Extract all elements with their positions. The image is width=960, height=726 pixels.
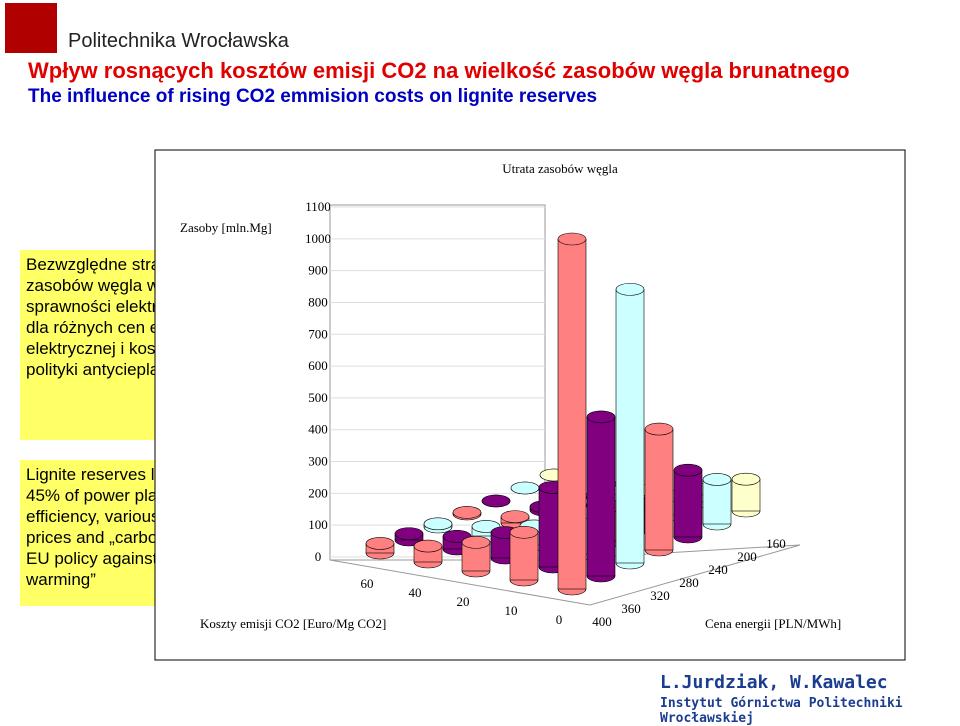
title-pl: Wpływ rosnących kosztów emisji CO2 na wi… [28,58,850,83]
bar [702,479,732,525]
x-tick-label: 60 [361,576,374,591]
bar [673,469,703,538]
y-tick-label: 1100 [305,199,331,214]
bar-top [452,506,482,519]
y-tick-label: 1000 [305,231,331,246]
x-tick-label: 40 [409,585,422,600]
bar-top [394,527,424,540]
bar-top [365,537,395,550]
y-tick-label: 700 [308,326,328,341]
bar-top [481,494,511,508]
y-tick-label: 200 [308,485,328,500]
bar-top [731,472,761,486]
y-tick-label: 0 [315,549,322,564]
bar-top [644,422,674,436]
y-tick-label: 100 [308,517,328,532]
y-tick-label: 800 [308,294,328,309]
bar-top [557,232,587,246]
bar-top [510,481,540,495]
bar-top [673,463,703,477]
bar [509,531,539,581]
bar-top [423,517,453,531]
title-en: The influence of rising CO2 emmision cos… [28,86,598,107]
bar-top [509,525,539,539]
bar-top [586,410,616,424]
y-axis-label: Zasoby [mln.Mg] [180,220,272,235]
bar-top [500,510,530,523]
depth-tick-label: 240 [708,562,728,577]
x-tick-label: 10 [505,603,518,618]
bar [644,428,674,551]
depth-tick-label: 360 [621,601,641,616]
x-axis-label: Koszty emisji CO2 [Euro/Mg CO2] [200,616,386,631]
y-tick-label: 600 [308,358,328,373]
bar [586,416,616,577]
depth-tick-label: 400 [592,614,612,629]
logo [5,3,57,53]
depth-tick-label: 160 [766,536,786,551]
x-tick-label: 20 [457,594,470,609]
x-tick-label: 0 [556,612,563,627]
depth-tick-label: 200 [737,549,757,564]
y-tick-label: 900 [308,263,328,278]
depth-axis-label: Cena energii [PLN/MWh] [705,616,841,631]
y-tick-label: 400 [308,422,328,437]
authors: L.Jurdziak, W.Kawalec [660,672,888,693]
bar-top [615,283,645,296]
bar-top [461,536,491,549]
bar-top [413,539,443,553]
y-tick-label: 300 [308,454,328,469]
bar [615,289,645,564]
y-tick-label: 500 [308,390,328,405]
university: Politechnika Wrocławska [68,30,289,52]
bar-top [702,473,732,486]
bar [557,238,587,590]
depth-tick-label: 320 [650,588,670,603]
depth-tick-label: 280 [679,575,699,590]
chart-title: Utrata zasobów węgla [502,161,618,176]
